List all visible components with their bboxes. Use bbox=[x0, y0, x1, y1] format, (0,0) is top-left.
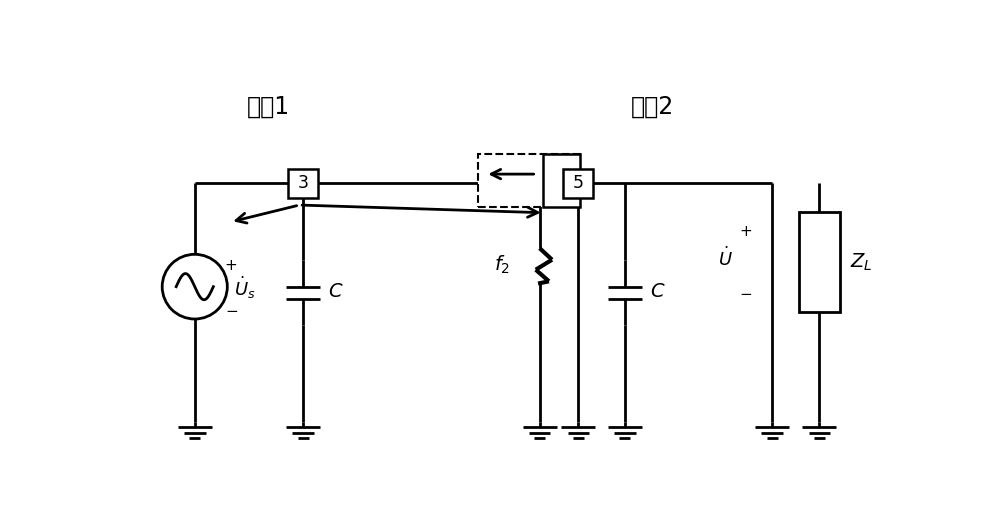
Bar bbox=[288, 169, 318, 197]
Text: 母线2: 母线2 bbox=[630, 95, 674, 118]
Text: 5: 5 bbox=[573, 174, 584, 193]
Text: $\dot{U}$: $\dot{U}$ bbox=[718, 247, 733, 270]
Text: +: + bbox=[225, 258, 238, 272]
Text: $U$: $U$ bbox=[554, 172, 569, 190]
Text: +: + bbox=[739, 224, 752, 240]
Text: $Z_L$: $Z_L$ bbox=[850, 251, 873, 272]
Bar bbox=[563, 169, 593, 197]
Text: 母线1: 母线1 bbox=[247, 95, 290, 118]
Bar bbox=[478, 154, 580, 206]
Text: $\dot{U}_s$: $\dot{U}_s$ bbox=[234, 275, 255, 301]
Text: $C$: $C$ bbox=[328, 282, 344, 301]
Text: $C$: $C$ bbox=[650, 282, 665, 301]
Text: 3: 3 bbox=[298, 174, 309, 193]
Bar bbox=[799, 212, 840, 312]
Text: $f_2$: $f_2$ bbox=[494, 254, 510, 276]
Text: $-$: $-$ bbox=[225, 302, 238, 317]
Text: $-$: $-$ bbox=[739, 285, 752, 299]
Bar bbox=[543, 154, 580, 206]
